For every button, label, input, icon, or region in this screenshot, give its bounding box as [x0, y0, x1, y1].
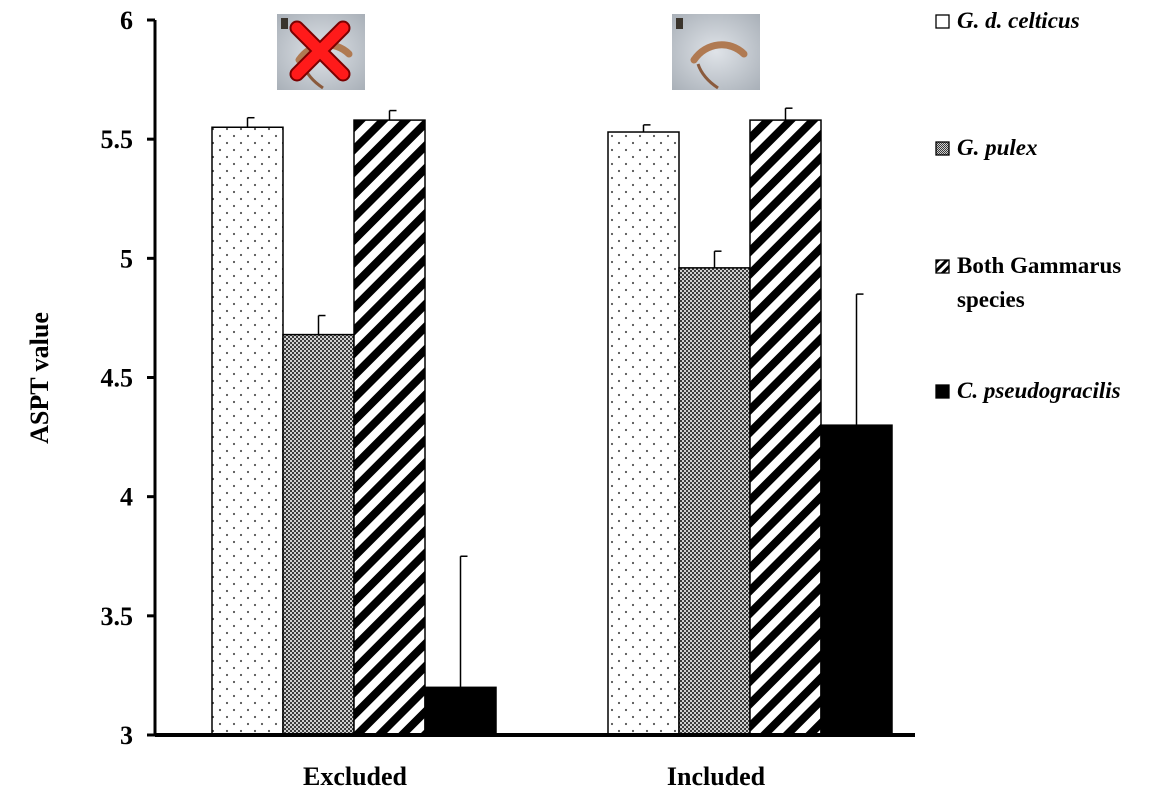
y-tick-label: 6: [120, 6, 133, 35]
x-category-label: Excluded: [303, 762, 408, 791]
y-tick-label: 4: [120, 483, 133, 512]
legend: G. d. celticus G. pulex Both Gammarus speci…: [935, 8, 1121, 403]
plot-area: 3 3.5 4 4.5 5 5.5 6 Excluded Included: [101, 6, 915, 791]
bar: [820, 424, 893, 736]
legend-label: C. pseudogracilis: [957, 378, 1121, 403]
y-axis-title: ASPT value: [25, 312, 54, 444]
bar: [353, 119, 426, 736]
bar: [211, 126, 284, 736]
y-tick-label: 5.5: [101, 125, 134, 154]
x-category-label: Included: [667, 762, 766, 791]
legend-swatch: [935, 259, 950, 274]
amphipod-leg: [696, 63, 719, 90]
legend-swatch: [935, 14, 950, 29]
photo-corner-mark: [281, 18, 288, 29]
amphipod-body: [690, 41, 748, 64]
legend-label: G. d. celticus: [957, 8, 1080, 33]
cross-icon: [291, 22, 349, 80]
photo-corner-mark: [676, 18, 683, 29]
amphipod-photo-icon: [672, 14, 760, 90]
bar: [607, 131, 680, 736]
legend-label: G. pulex: [957, 135, 1038, 160]
bar: [424, 686, 497, 736]
y-tick-label: 4.5: [101, 364, 134, 393]
y-tick-label: 3.5: [101, 602, 134, 631]
legend-label: species: [957, 287, 1025, 312]
bar: [749, 119, 822, 736]
legend-swatch: [935, 141, 950, 156]
legend-label: Both Gammarus: [957, 253, 1121, 278]
amphipod-photo-icon: [277, 14, 365, 90]
legend-swatch: [935, 384, 950, 399]
bar: [282, 333, 355, 736]
y-tick-label: 3: [120, 721, 133, 750]
bar: [678, 267, 751, 736]
y-tick-label: 5: [120, 244, 133, 273]
